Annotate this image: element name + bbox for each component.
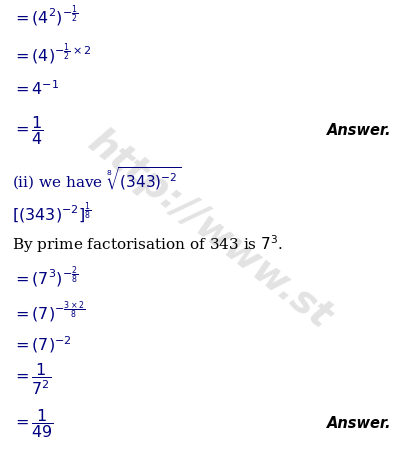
Text: $= (4^2)^{-\frac{1}{2}}$: $= (4^2)^{-\frac{1}{2}}$ [12, 3, 79, 29]
Text: $= (7)^{-2}$: $= (7)^{-2}$ [12, 334, 72, 355]
Text: $= \dfrac{1}{4}$: $= \dfrac{1}{4}$ [12, 114, 44, 147]
Text: $= (4)^{-\frac{1}{2} \times 2}$: $= (4)^{-\frac{1}{2} \times 2}$ [12, 41, 92, 67]
Text: $= \dfrac{1}{49}$: $= \dfrac{1}{49}$ [12, 407, 54, 440]
Text: $= \dfrac{1}{7^2}$: $= \dfrac{1}{7^2}$ [12, 362, 52, 397]
Text: $= 4^{-1}$: $= 4^{-1}$ [12, 80, 59, 99]
Text: By prime factorisation of 343 is $7^3$.: By prime factorisation of 343 is $7^3$. [12, 233, 283, 255]
Text: Answer.: Answer. [327, 123, 392, 138]
Text: (ii) we have $\sqrt[8]{(343)^{-2}}$: (ii) we have $\sqrt[8]{(343)^{-2}}$ [12, 167, 181, 193]
Text: $[(343)^{-2}]^{\frac{1}{8}}$: $[(343)^{-2}]^{\frac{1}{8}}$ [12, 200, 92, 226]
Text: $= (7)^{-\frac{3 \times 2}{8}}$: $= (7)^{-\frac{3 \times 2}{8}}$ [12, 299, 86, 325]
Text: Answer.: Answer. [327, 416, 392, 431]
Text: $= (7^3)^{-\frac{2}{8}}$: $= (7^3)^{-\frac{2}{8}}$ [12, 265, 79, 291]
Text: http://www.st: http://www.st [81, 123, 339, 336]
